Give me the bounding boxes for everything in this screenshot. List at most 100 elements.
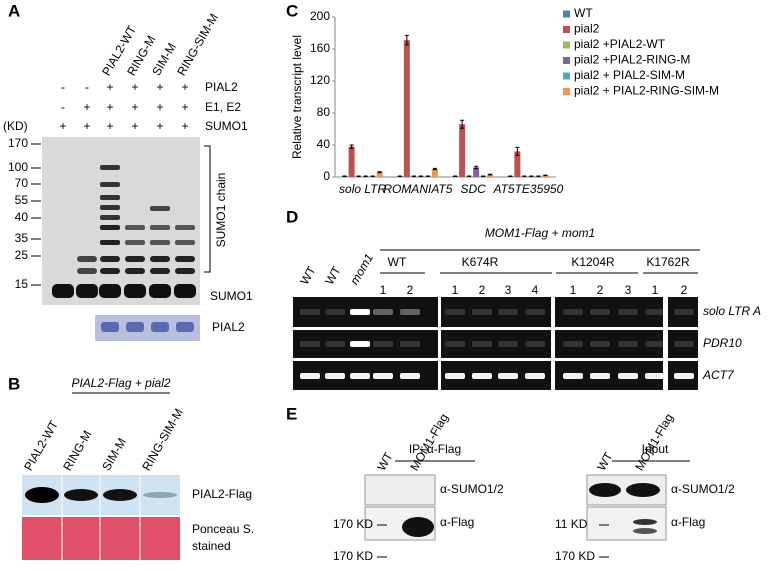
sign: + bbox=[59, 119, 66, 133]
band bbox=[103, 489, 137, 501]
row-label: SUMO1 bbox=[205, 119, 248, 133]
bar bbox=[487, 174, 494, 177]
band bbox=[25, 487, 59, 503]
band bbox=[150, 206, 170, 211]
lane-label: SIM-M bbox=[99, 435, 129, 473]
sign: - bbox=[61, 80, 65, 94]
lane-number: 2 bbox=[597, 283, 604, 297]
band bbox=[100, 165, 120, 170]
legend-label: pial2 +PIAL2-RING-M bbox=[574, 53, 690, 67]
sign: + bbox=[83, 100, 90, 114]
panel-letter: C bbox=[286, 1, 298, 20]
y-tick-label: 80 bbox=[317, 105, 331, 119]
error-bar bbox=[377, 171, 382, 174]
y-tick-label: 200 bbox=[310, 9, 330, 23]
lane-number: 1 bbox=[652, 283, 659, 297]
sign: + bbox=[106, 100, 113, 114]
antibody: α-SUMO1/2 bbox=[440, 482, 504, 496]
sign: + bbox=[181, 119, 188, 133]
marker: 55 bbox=[15, 193, 29, 207]
panel-letter: A bbox=[8, 1, 20, 20]
band bbox=[174, 284, 196, 298]
legend-swatch bbox=[563, 57, 570, 64]
panel-letter: D bbox=[286, 207, 298, 226]
error-bar bbox=[432, 167, 437, 171]
band bbox=[400, 309, 420, 315]
band bbox=[150, 268, 170, 274]
sign: + bbox=[181, 100, 188, 114]
ip-title: IP: α-Flag bbox=[409, 442, 461, 456]
band bbox=[590, 373, 610, 379]
band bbox=[400, 341, 420, 347]
band bbox=[590, 309, 610, 315]
band bbox=[300, 373, 320, 379]
lane-label: MOM1-Flag bbox=[632, 411, 676, 473]
lane-label: WT bbox=[322, 263, 344, 287]
pial2-label: PIAL2 bbox=[212, 320, 245, 334]
band bbox=[525, 373, 545, 379]
marker: 170 KD bbox=[333, 549, 373, 563]
error-bar bbox=[404, 34, 409, 46]
blot-a bbox=[42, 137, 200, 305]
lane-label: WT bbox=[297, 263, 319, 287]
gel bbox=[555, 330, 663, 358]
sign: + bbox=[156, 100, 163, 114]
band bbox=[325, 341, 345, 347]
x-tick-label: SDC bbox=[460, 182, 486, 196]
band bbox=[402, 517, 434, 537]
legend-label: pial2 + PIAL2-SIM-M bbox=[574, 68, 685, 82]
x-tick-label: ROMANIAT5 bbox=[383, 182, 452, 196]
panel-letter: B bbox=[8, 374, 20, 393]
marker: 40 bbox=[15, 210, 29, 224]
antibody: α-Flag bbox=[671, 515, 705, 529]
blot-e bbox=[364, 474, 436, 506]
error-bar bbox=[488, 173, 493, 176]
band bbox=[124, 284, 146, 298]
band bbox=[300, 309, 320, 315]
band bbox=[525, 309, 545, 315]
y-tick-label: 0 bbox=[323, 169, 330, 183]
sign: + bbox=[83, 119, 90, 133]
row-label: ACT7 bbox=[702, 368, 735, 382]
band bbox=[633, 519, 657, 525]
row-label: solo LTR A bbox=[703, 304, 761, 318]
marker: 15 bbox=[15, 277, 29, 291]
band bbox=[101, 322, 119, 332]
band bbox=[498, 373, 518, 379]
lane-number: 2 bbox=[479, 283, 486, 297]
lane-number: 1 bbox=[452, 283, 459, 297]
band bbox=[77, 256, 97, 262]
error-bar bbox=[349, 144, 354, 149]
sign: + bbox=[106, 119, 113, 133]
band bbox=[100, 268, 120, 274]
marker: 100 bbox=[8, 160, 28, 174]
lane-number: 3 bbox=[505, 283, 512, 297]
band bbox=[149, 284, 171, 298]
band bbox=[77, 268, 97, 274]
lane-label: PIAL2-WT bbox=[21, 418, 61, 474]
marker: 170 KD bbox=[555, 549, 595, 563]
bar bbox=[514, 151, 521, 177]
lane-number: 3 bbox=[625, 283, 632, 297]
sign: - bbox=[61, 100, 65, 114]
band bbox=[125, 225, 145, 230]
lane-number: 4 bbox=[532, 283, 539, 297]
band bbox=[125, 268, 145, 274]
lane-label: WT bbox=[374, 449, 396, 473]
band bbox=[300, 341, 320, 347]
band bbox=[100, 256, 120, 262]
legend-label: pial2 + PIAL2-RING-SIM-M bbox=[574, 84, 719, 98]
legend-swatch bbox=[563, 10, 570, 18]
antibody: α-Flag bbox=[440, 515, 474, 529]
band bbox=[76, 284, 98, 298]
row-label: E1, E2 bbox=[205, 100, 241, 114]
band bbox=[373, 341, 393, 347]
marker: 70 bbox=[15, 176, 29, 190]
band bbox=[350, 341, 370, 347]
bar bbox=[376, 172, 383, 177]
gels bbox=[293, 297, 698, 390]
band bbox=[373, 309, 393, 315]
input-title: Input bbox=[642, 442, 669, 456]
marker: 25 bbox=[15, 248, 29, 262]
title: MOM1-Flag + mom1 bbox=[485, 226, 595, 240]
